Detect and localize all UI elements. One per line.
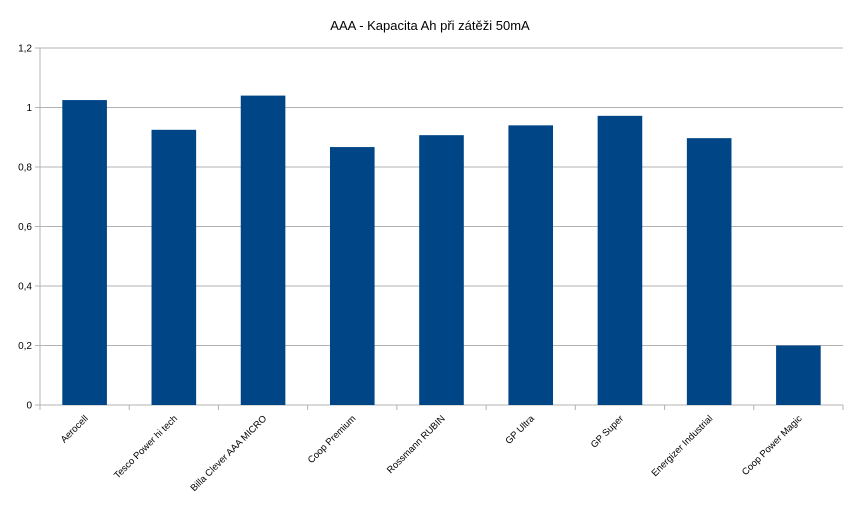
bar <box>329 147 375 405</box>
bar <box>240 95 286 405</box>
x-tick-label: Energizer Industrial <box>650 413 716 479</box>
chart-title: AAA - Kapacita Ah při zátěži 50mA <box>330 18 530 33</box>
bar <box>508 125 554 405</box>
x-tick-label: Aerocell <box>59 413 91 445</box>
bar <box>776 345 821 405</box>
y-tick-label: 0,6 <box>18 222 32 233</box>
y-tick-label: 0,8 <box>18 163 32 174</box>
x-tick-label: GP Super <box>589 413 626 450</box>
y-tick-label: 0,4 <box>18 282 32 293</box>
bar <box>686 138 732 405</box>
x-tick-label: Coop Premium <box>306 413 359 466</box>
bar <box>62 100 107 405</box>
x-tick-label: Tesco Power hi tech <box>112 413 180 481</box>
x-tick-label: Billa Clever AAA MICRO <box>189 413 270 494</box>
y-tick-label: 0 <box>26 401 32 412</box>
bar <box>419 135 464 406</box>
bar <box>151 129 197 405</box>
bar <box>597 115 643 405</box>
y-tick-label: 1,2 <box>18 44 32 55</box>
y-tick-label: 1 <box>26 103 32 114</box>
bars <box>62 95 821 406</box>
y-axis: 0 0,2 0,4 0,6 0,8 1 1,2 <box>18 44 41 412</box>
x-tick-label: Coop Power Magic <box>740 413 805 478</box>
x-tick-label: Rossmann RUBIN <box>385 413 448 476</box>
x-axis: Aerocell Tesco Power hi tech Billa Clever … <box>39 405 844 494</box>
y-tick-label: 0,2 <box>18 341 32 352</box>
x-tick-label: GP Ultra <box>503 413 537 447</box>
